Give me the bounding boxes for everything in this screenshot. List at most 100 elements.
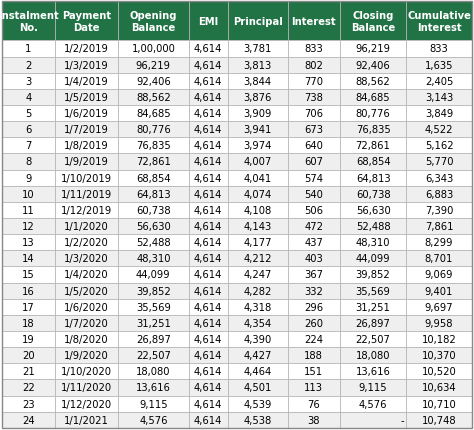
Text: 260: 260 [304,318,323,328]
Text: 11: 11 [22,206,35,215]
Text: 31,251: 31,251 [136,318,171,328]
Bar [407,363,472,380]
Bar [407,331,472,347]
Text: 1/1/2021: 1/1/2021 [64,415,109,425]
Text: 4,212: 4,212 [243,254,272,264]
Bar [228,396,288,412]
Text: 22,507: 22,507 [136,350,171,360]
Bar [288,251,340,267]
Bar [228,106,288,122]
Bar [55,138,118,154]
Bar [55,186,118,203]
Text: 24: 24 [22,415,35,425]
Bar [189,380,228,396]
Text: 1/7/2020: 1/7/2020 [64,318,109,328]
Text: 4,354: 4,354 [244,318,272,328]
Bar [288,89,340,106]
Bar [407,2,472,41]
Text: 52,488: 52,488 [356,221,391,231]
Text: 4,539: 4,539 [244,399,272,408]
Text: 10,370: 10,370 [422,350,456,360]
Bar [189,299,228,315]
Text: 506: 506 [304,206,323,215]
Text: 706: 706 [304,109,323,119]
Bar [340,106,407,122]
Bar [228,186,288,203]
Text: 8,299: 8,299 [425,238,453,248]
Bar [288,170,340,186]
Bar [2,203,55,218]
Text: 18,080: 18,080 [356,350,390,360]
Text: 6: 6 [25,125,32,135]
Bar [189,347,228,363]
Text: 1/4/2019: 1/4/2019 [64,77,109,86]
Text: 1/6/2019: 1/6/2019 [64,109,109,119]
Bar [2,186,55,203]
Bar [55,267,118,283]
Bar [288,380,340,396]
Bar [189,203,228,218]
Text: 23: 23 [22,399,35,408]
Text: 1,00,000: 1,00,000 [131,44,175,54]
Text: 4,614: 4,614 [194,77,222,86]
Text: 1,635: 1,635 [425,61,453,71]
Bar [118,235,189,251]
Bar [2,154,55,170]
Text: 332: 332 [304,286,323,296]
Bar [55,218,118,235]
Bar [2,331,55,347]
Bar [55,58,118,74]
Text: 9,115: 9,115 [359,383,387,393]
Text: 1/11/2019: 1/11/2019 [61,189,112,200]
Text: 7: 7 [25,141,32,151]
Bar [2,58,55,74]
Bar [55,363,118,380]
Text: 4,464: 4,464 [244,366,272,377]
Bar [340,58,407,74]
Bar [228,41,288,58]
Bar [288,154,340,170]
Text: 4,282: 4,282 [244,286,272,296]
Text: 1/5/2020: 1/5/2020 [64,286,109,296]
Text: 4,614: 4,614 [194,238,222,248]
Bar [288,283,340,299]
Bar [340,203,407,218]
Text: 96,219: 96,219 [136,61,171,71]
Bar [189,170,228,186]
Bar [340,363,407,380]
Text: 4,614: 4,614 [194,141,222,151]
Bar [2,363,55,380]
Text: 1/2/2019: 1/2/2019 [64,44,109,54]
Text: 38: 38 [308,415,320,425]
Bar [118,347,189,363]
Text: 26,897: 26,897 [136,334,171,344]
Bar [118,2,189,41]
Text: 84,685: 84,685 [356,93,391,103]
Bar [228,122,288,138]
Text: 296: 296 [304,302,323,312]
Bar [118,41,189,58]
Text: 13: 13 [22,238,35,248]
Text: 76,835: 76,835 [356,125,391,135]
Bar [2,412,55,428]
Bar [288,186,340,203]
Text: 1/5/2019: 1/5/2019 [64,93,109,103]
Bar [55,2,118,41]
Bar [407,412,472,428]
Bar [118,331,189,347]
Bar [288,267,340,283]
Text: 9: 9 [25,173,32,183]
Text: 9,697: 9,697 [425,302,453,312]
Text: 13,616: 13,616 [136,383,171,393]
Bar [407,218,472,235]
Text: 403: 403 [304,254,323,264]
Bar [228,363,288,380]
Bar [340,122,407,138]
Text: 8,701: 8,701 [425,254,453,264]
Text: 2,405: 2,405 [425,77,453,86]
Text: 6,343: 6,343 [425,173,453,183]
Bar [118,203,189,218]
Bar [407,89,472,106]
Bar [407,186,472,203]
Bar [228,170,288,186]
